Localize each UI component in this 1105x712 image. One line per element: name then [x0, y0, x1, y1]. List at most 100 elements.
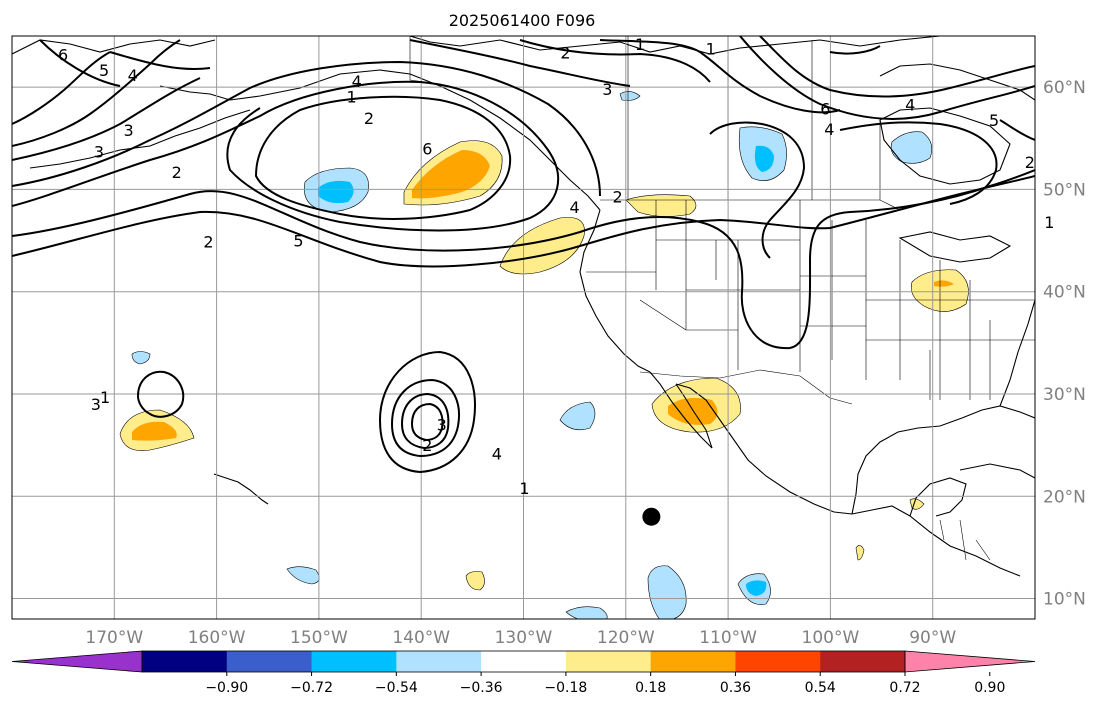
- location-marker: [642, 507, 661, 526]
- contour-value-label: 4: [824, 120, 834, 139]
- contour-value-label: 1: [100, 388, 110, 407]
- lon-tick-label: 90°W: [909, 628, 956, 648]
- colorbar-extend-high: [904, 650, 1036, 673]
- contour-line: [254, 95, 512, 220]
- colorbar-segment: [735, 651, 821, 672]
- coastline-hudson-bay: [879, 107, 1011, 185]
- colorbar-segment: [650, 651, 736, 672]
- contour-value-label: 3: [91, 395, 101, 414]
- colorbar-extend-low: [11, 650, 143, 673]
- shade-negative-core: [746, 580, 767, 596]
- shade-negative-area: [131, 351, 151, 365]
- shade-negative-area: [559, 401, 596, 431]
- lat-tick-label: 50°N: [1043, 180, 1086, 200]
- contour-line: [12, 169, 1035, 350]
- lat-tick-label: 30°N: [1043, 385, 1086, 405]
- contour-line: [12, 51, 211, 161]
- contour-value-label: 3: [124, 121, 134, 140]
- contour-value-label: 2: [172, 163, 182, 182]
- colorbar-tick-label: 0.18: [635, 680, 666, 696]
- colorbar-tick-label: 0.36: [720, 680, 751, 696]
- contour-value-label: 4: [570, 198, 580, 217]
- shade-positive-area: [855, 545, 865, 561]
- contour-line: [12, 39, 181, 147]
- coastline-us-west: [579, 209, 651, 373]
- contour-line: [999, 119, 1035, 141]
- contour-line: [709, 121, 806, 259]
- contour-value-label: 4: [128, 66, 138, 85]
- lon-tick-label: 170°W: [85, 628, 143, 648]
- contour-value-label: 6: [820, 100, 830, 119]
- colorbar-tick-label: 0.90: [974, 680, 1005, 696]
- contour-value-label: 3: [602, 80, 612, 99]
- colorbar-segment: [396, 651, 482, 672]
- colorbar-segment: [481, 651, 567, 672]
- lat-tick-label: 10°N: [1043, 590, 1086, 610]
- shade-negative-area: [647, 565, 687, 619]
- colorbar-tick-label: 0.72: [889, 680, 920, 696]
- coastline-us-east: [999, 299, 1035, 407]
- contour-value-label: 2: [364, 109, 374, 128]
- contour-line: [136, 370, 185, 418]
- contour-value-label: 1: [1044, 213, 1054, 232]
- contour-line: [839, 121, 998, 205]
- contour-line: [599, 39, 841, 114]
- contour-value-label: 1: [706, 39, 716, 58]
- contour-value-label: 3: [437, 416, 447, 435]
- colorbar-segment: [311, 651, 397, 672]
- contour-value-label: 4: [352, 72, 362, 91]
- contour-line: [390, 378, 460, 458]
- coastline-mexico: [675, 383, 1021, 577]
- contour-line: [378, 350, 476, 474]
- contour-value-label: 5: [989, 111, 999, 130]
- lon-tick-label: 110°W: [699, 628, 757, 648]
- colorbar-tick-label: −0.90: [205, 680, 248, 696]
- shade-positive-core: [412, 150, 490, 199]
- colorbar-outline: [141, 650, 906, 673]
- contour-value-label: 2: [422, 436, 432, 455]
- contour-value-label: 2: [613, 188, 623, 207]
- shade-positive-core: [934, 280, 954, 287]
- shade-positive-core: [132, 421, 177, 441]
- shade-positive-core: [668, 398, 718, 425]
- shade-negative-core: [318, 180, 354, 204]
- contour-line: [12, 175, 1035, 268]
- map-frame: [11, 35, 1036, 620]
- contour-value-label: 1: [635, 35, 645, 54]
- map-title: 2025061400 F096: [449, 11, 596, 30]
- shade-positive-area: [465, 571, 485, 591]
- lat-tick-label: 20°N: [1043, 487, 1086, 507]
- lon-tick-label: 140°W: [392, 628, 450, 648]
- contour-line: [12, 60, 601, 197]
- contour-line: [12, 39, 121, 125]
- colorbar-tick-label: −0.36: [460, 680, 503, 696]
- coastline-baja: [649, 371, 713, 449]
- colorbar: −0.90 −0.72 −0.54 −0.36 −0.18 0.18 0.36 0.54 0.7…: [11, 650, 1036, 696]
- contour-line: [12, 80, 560, 232]
- lon-axis-labels: 170°W 160°W 150°W 140°W 130°W 120°W 110°W 100°W…: [85, 628, 956, 648]
- contour-value-label: 5: [293, 232, 303, 251]
- colorbar-segment: [226, 651, 313, 672]
- contour-value-label: 4: [905, 96, 915, 115]
- contour-line: [409, 39, 711, 87]
- colorbar-segment: [142, 651, 228, 672]
- colorbar-tick-label: 0.54: [805, 680, 836, 696]
- colorbar-tick-label: −0.72: [290, 680, 333, 696]
- border-central-america: [939, 519, 991, 561]
- coastline-great-lakes: [898, 231, 1012, 263]
- coastline-hawaii: [213, 473, 269, 505]
- colorbar-tick-label: −0.54: [375, 680, 418, 696]
- shade-negative-core: [754, 145, 774, 172]
- colorbar-segment: [565, 651, 652, 672]
- lon-tick-label: 150°W: [290, 628, 348, 648]
- contour-line: [829, 45, 881, 55]
- contour-value-label: 2: [203, 233, 213, 252]
- shade-negative-area: [565, 606, 608, 619]
- colorbar-tick-label: −0.18: [544, 680, 587, 696]
- contour-line: [739, 36, 1035, 120]
- contour-value-label: 5: [99, 61, 109, 80]
- coastline-canada-north: [409, 36, 941, 55]
- contour-layer: [12, 36, 1035, 474]
